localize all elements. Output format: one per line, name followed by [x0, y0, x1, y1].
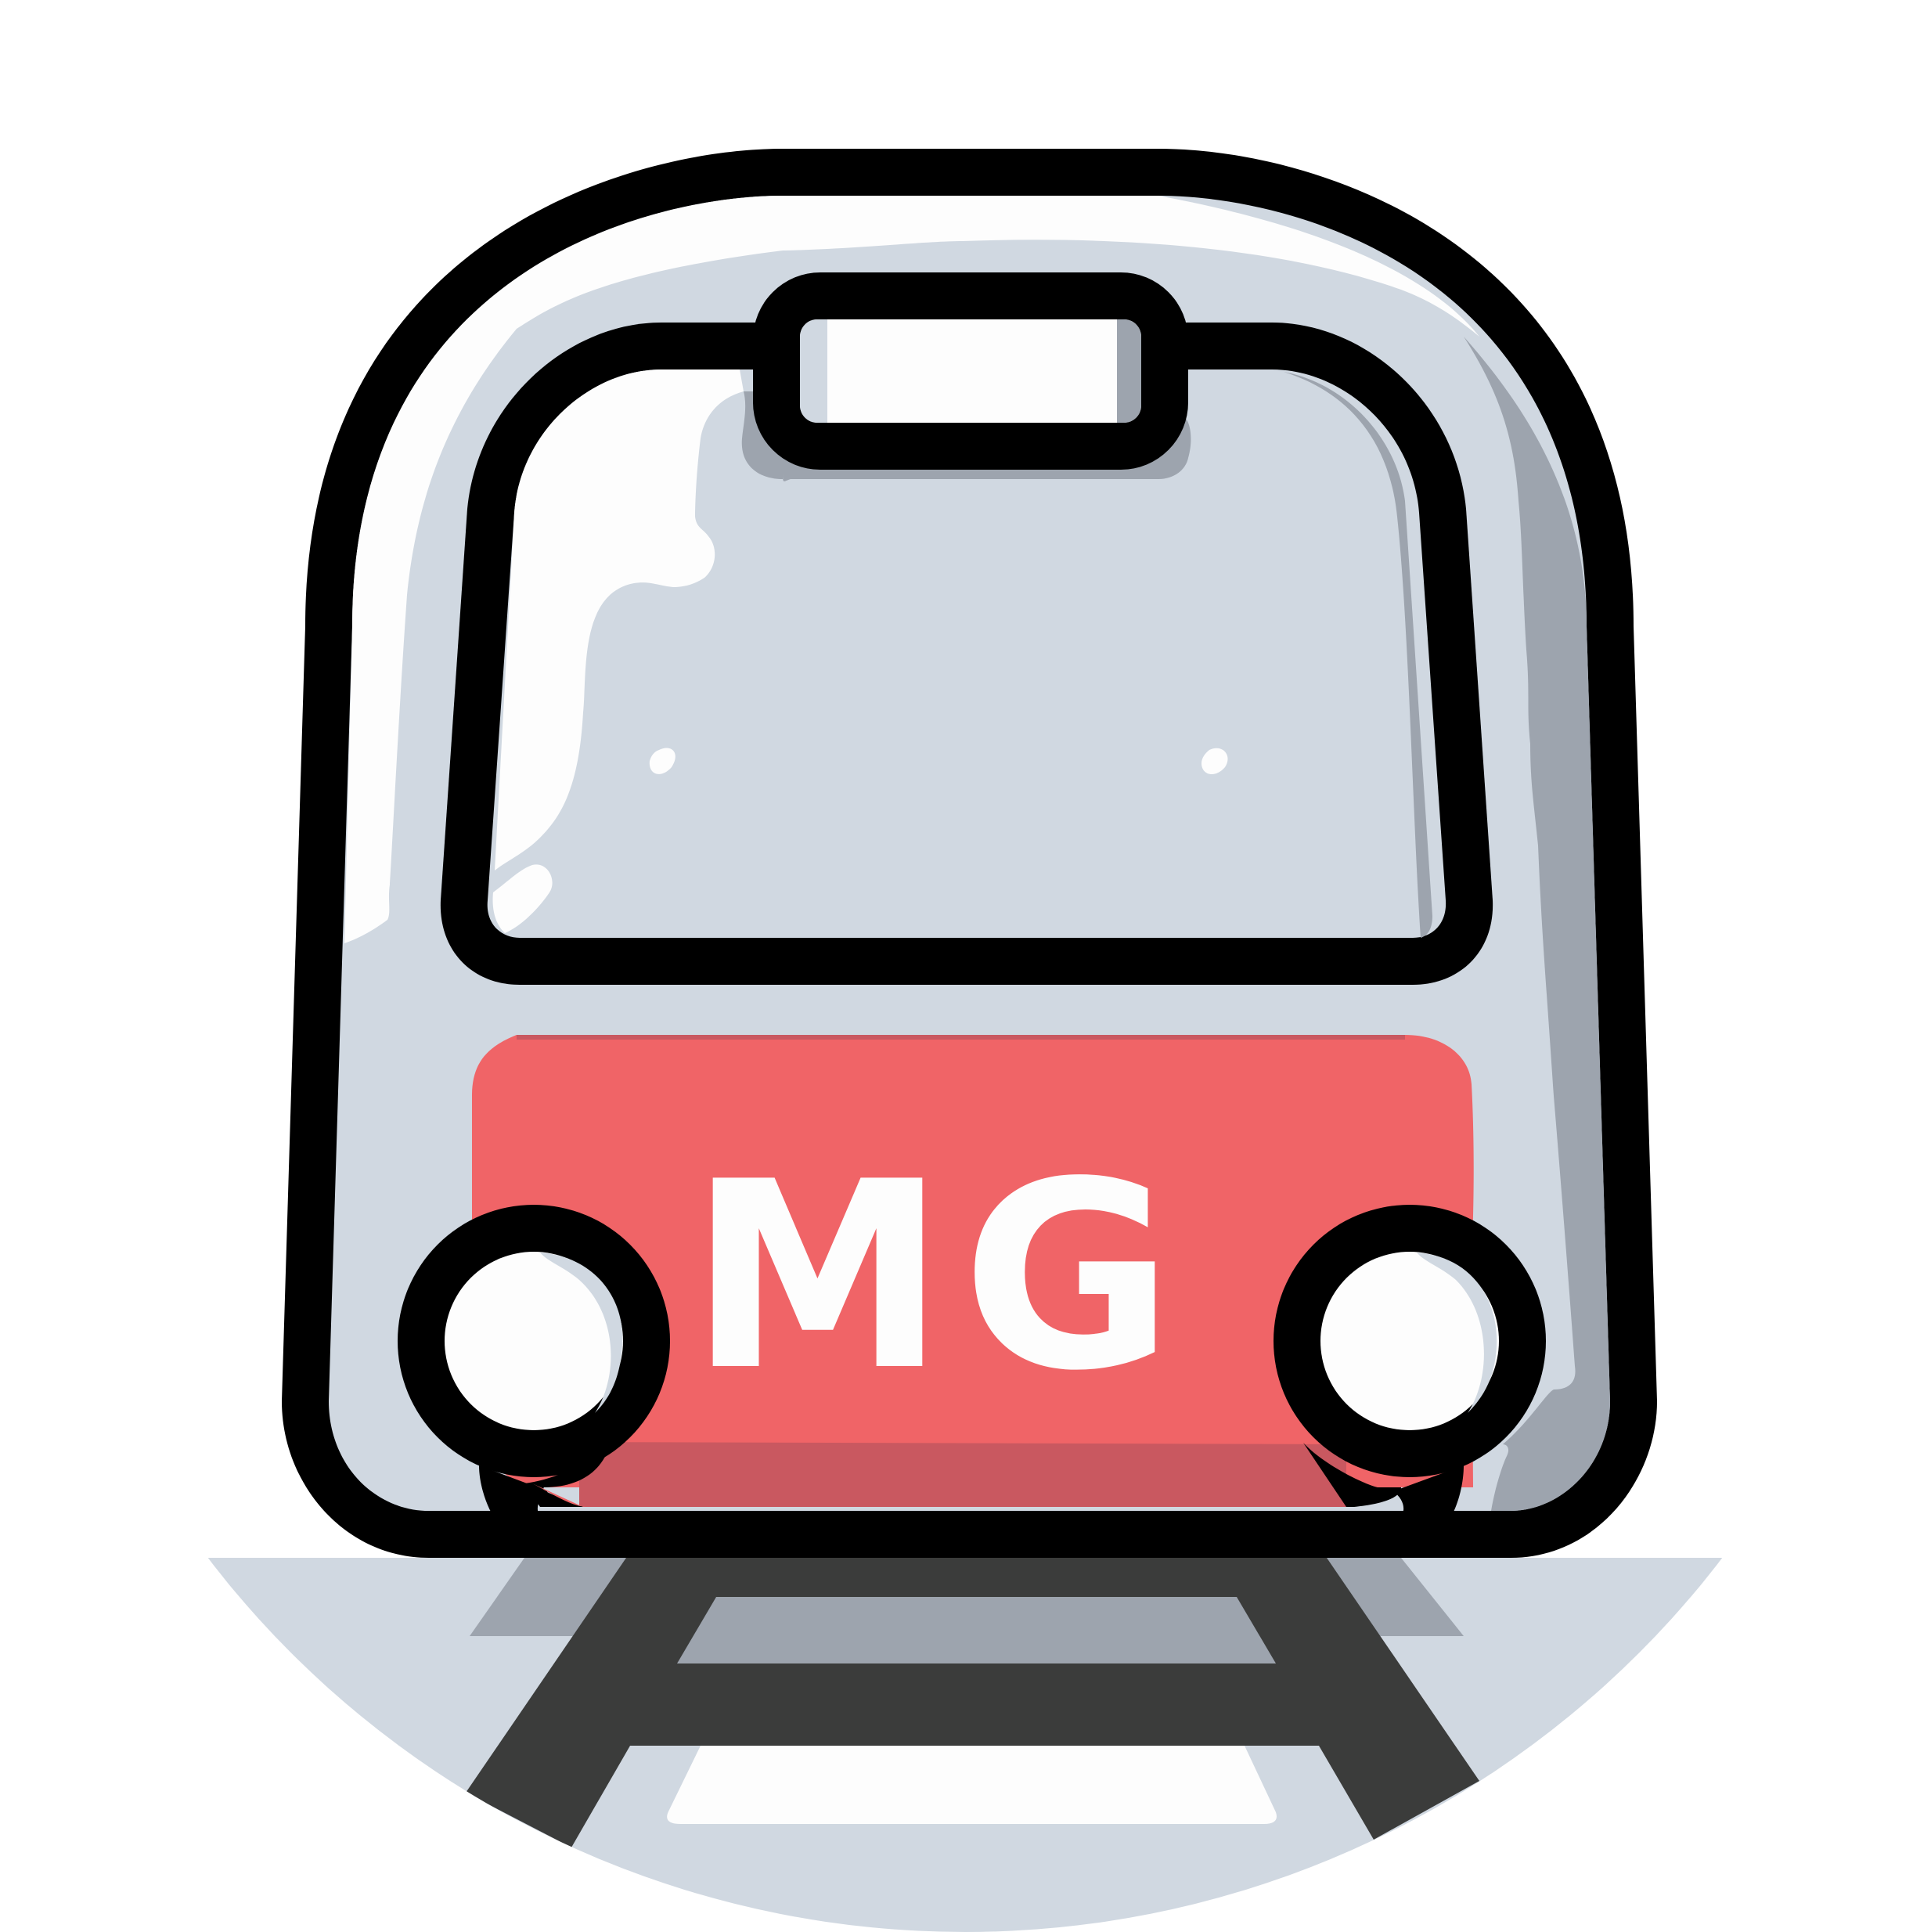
headlight-right-icon [1274, 1205, 1546, 1530]
front-plate-icon [472, 1035, 1474, 1507]
rail-track-icon [466, 1558, 1479, 1847]
bumper-icon [524, 1443, 1401, 1507]
plate-label: MG [689, 1126, 1189, 1427]
ground-icon [12, 1558, 1918, 1932]
destination-sign-icon [741, 272, 1191, 481]
windshield-icon [440, 323, 1493, 985]
headlight-left-icon [398, 1205, 670, 1530]
